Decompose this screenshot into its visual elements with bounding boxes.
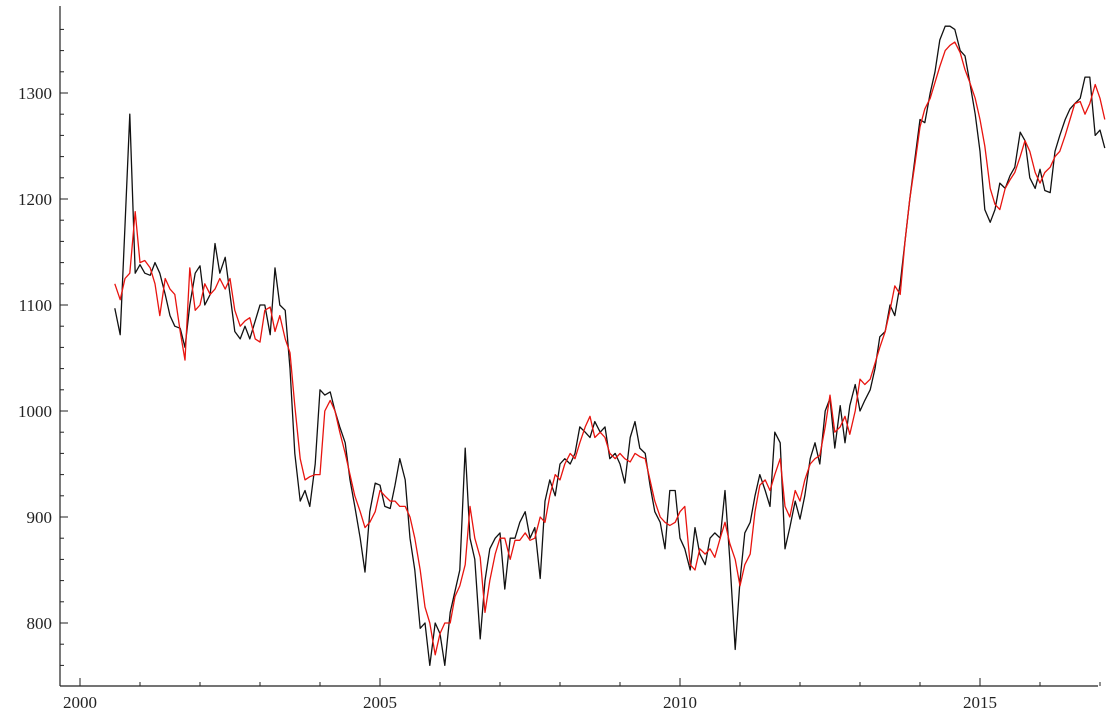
x-tick-label: 2005	[363, 693, 397, 712]
chart-ticks: 2000 2005 2010 2015 800 900 1000 1100 1200 1300	[18, 28, 1101, 712]
y-tick-label: 1100	[19, 296, 52, 315]
x-tick-label: 2000	[63, 693, 97, 712]
y-tick-label: 900	[27, 508, 53, 527]
x-tick-label: 2010	[663, 693, 697, 712]
x-tick-label: 2015	[963, 693, 997, 712]
y-tick-label: 1200	[18, 190, 52, 209]
chart-axes	[59, 6, 1098, 687]
series-line-2	[114, 41, 1106, 656]
chart-series	[114, 25, 1106, 667]
y-tick-label: 1000	[18, 402, 52, 421]
y-tick-label: 1300	[18, 84, 52, 103]
series-line-1	[114, 25, 1106, 667]
y-tick-label: 800	[27, 614, 53, 633]
